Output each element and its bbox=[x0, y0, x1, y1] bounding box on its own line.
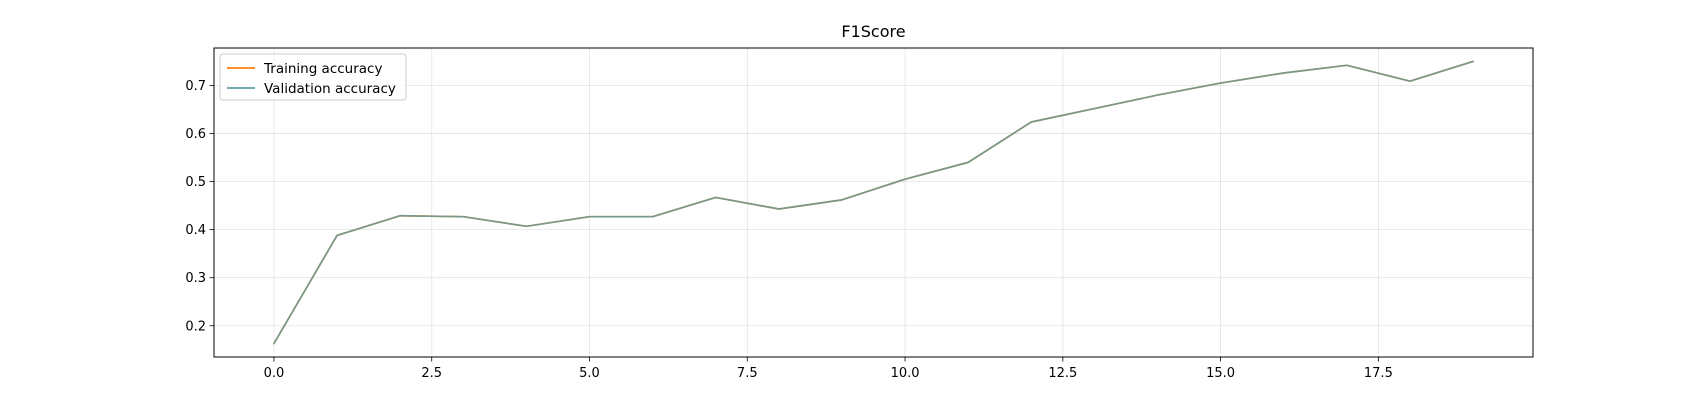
x-tick-label: 17.5 bbox=[1364, 366, 1393, 381]
data-point-validation-accuracy bbox=[904, 178, 907, 181]
y-tick-label: 0.3 bbox=[185, 271, 206, 286]
plot-area-frame bbox=[213, 47, 1534, 358]
data-point-validation-accuracy bbox=[525, 225, 528, 228]
x-tick-label: 7.5 bbox=[737, 366, 758, 381]
y-tick-label: 0.6 bbox=[185, 127, 206, 142]
legend-label-training-accuracy: Training accuracy bbox=[263, 61, 382, 77]
legend: Training accuracy Validation accuracy bbox=[219, 53, 407, 101]
series-line-validation-accuracy bbox=[273, 60, 1474, 345]
grid-lines bbox=[214, 48, 1533, 357]
data-point-validation-accuracy bbox=[462, 215, 465, 218]
chart-title: F1Score bbox=[841, 22, 905, 41]
x-tick-label: 2.5 bbox=[421, 366, 442, 381]
data-point-validation-accuracy bbox=[1093, 107, 1096, 110]
y-tick-label: 0.2 bbox=[185, 319, 206, 334]
data-point-validation-accuracy bbox=[714, 196, 717, 199]
data-point-validation-accuracy bbox=[1219, 82, 1222, 85]
data-point-validation-accuracy bbox=[1408, 80, 1411, 83]
x-tick-label: 10.0 bbox=[891, 366, 920, 381]
data-point-validation-accuracy bbox=[840, 198, 843, 201]
x-tick-label: 15.0 bbox=[1206, 366, 1235, 381]
data-point-validation-accuracy bbox=[1282, 71, 1285, 74]
y-tick-label: 0.5 bbox=[185, 175, 206, 190]
legend-label-validation-accuracy: Validation accuracy bbox=[264, 81, 396, 97]
data-point-validation-accuracy bbox=[336, 234, 339, 237]
axis-ticks: 0.0 2.5 5.0 7.5 10.0 12.5 15.0 17.5 0.2 0.3 0.4 0.5… bbox=[185, 79, 1393, 381]
data-point-validation-accuracy bbox=[1472, 60, 1475, 63]
x-tick-label: 5.0 bbox=[579, 366, 600, 381]
y-tick-label: 0.7 bbox=[185, 79, 206, 94]
data-point-validation-accuracy bbox=[588, 215, 591, 218]
legend-box bbox=[219, 53, 407, 101]
x-tick-label: 12.5 bbox=[1048, 366, 1077, 381]
data-point-validation-accuracy bbox=[399, 214, 402, 217]
y-tick-label: 0.4 bbox=[185, 223, 206, 238]
data-point-validation-accuracy bbox=[1156, 94, 1159, 97]
data-point-validation-accuracy bbox=[651, 215, 654, 218]
plot-series bbox=[272, 60, 1475, 345]
data-point-validation-accuracy bbox=[272, 342, 275, 345]
data-point-validation-accuracy bbox=[777, 207, 780, 210]
data-point-validation-accuracy bbox=[1030, 121, 1033, 124]
data-point-validation-accuracy bbox=[1345, 64, 1348, 67]
x-tick-label: 0.0 bbox=[264, 366, 285, 381]
data-point-validation-accuracy bbox=[967, 161, 970, 164]
